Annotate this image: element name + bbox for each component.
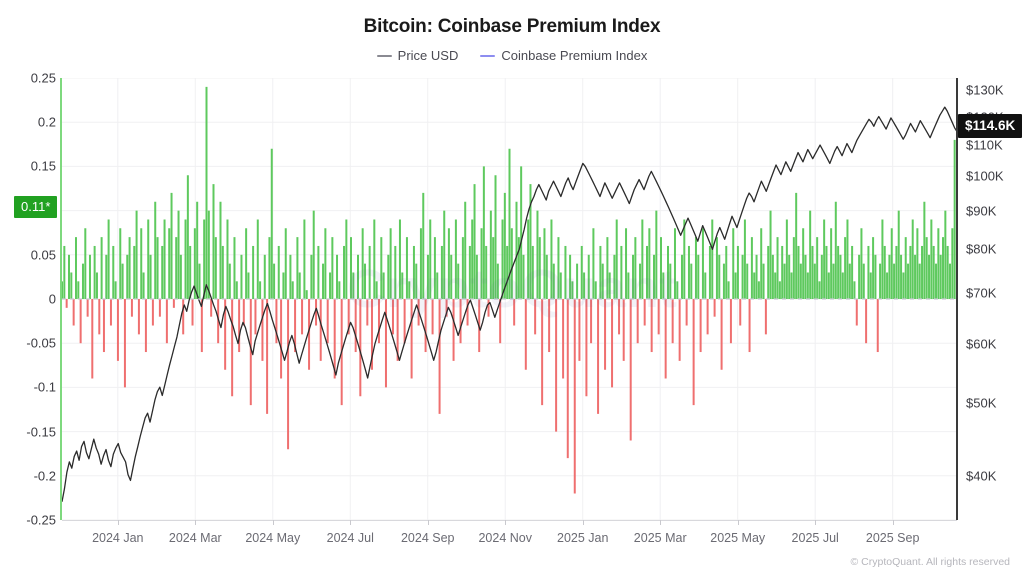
x-axis-line <box>62 520 957 521</box>
left-axis-line <box>60 78 62 520</box>
x-axis-tick-label: 2024 Jan <box>92 531 144 545</box>
right-axis-tick-label: $80K <box>966 241 997 257</box>
right-axis-ticks: $130K$120K$110K$100K$90K$80K$70K$60K$50K… <box>966 0 1024 576</box>
left-axis-tick-label: 0 <box>48 291 56 307</box>
x-axis-tick-mark <box>737 520 739 525</box>
x-axis-tick-mark <box>582 520 584 525</box>
chart-legend: Price USD Coinbase Premium Index <box>0 48 1024 63</box>
x-axis-tick-mark <box>350 520 352 525</box>
x-axis-tick-mark <box>427 520 429 525</box>
copyright-credit: © CryptoQuant. All rights reserved <box>850 556 1010 568</box>
page-title: Bitcoin: Coinbase Premium Index <box>363 16 661 37</box>
left-axis-tick-label: 0.15 <box>30 158 56 174</box>
x-axis-tick-label: 2024 May <box>245 531 301 545</box>
x-axis-tick-mark <box>660 520 662 525</box>
right-axis-tick-label: $60K <box>966 336 997 352</box>
legend-swatch-price-usd <box>376 54 392 57</box>
left-axis-ticks: 0.250.20.150.10.050-0.05-0.1-0.15-0.2-0.… <box>0 0 56 576</box>
left-axis-tick-label: -0.1 <box>33 379 56 395</box>
legend-label-coinbase-premium-index: Coinbase Premium Index <box>501 48 648 63</box>
right-axis-tick-label: $70K <box>966 285 997 301</box>
right-axis-tick-label: $50K <box>966 395 997 411</box>
x-axis-tick-label: 2025 Jan <box>557 531 609 545</box>
right-axis-tick-label: $130K <box>966 82 1004 98</box>
status-badge-price-value: $114.6K <box>958 114 1023 138</box>
legend-label-price-usd: Price USD <box>397 48 459 63</box>
plot-area[interactable] <box>62 78 957 520</box>
legend-item-coinbase-premium-index[interactable]: Coinbase Premium Index <box>480 48 647 63</box>
x-axis-tick-label: 2025 Jul <box>791 531 839 545</box>
x-axis-tick-label: 2025 May <box>710 531 766 545</box>
chart-canvas <box>62 78 957 520</box>
x-axis-tick-mark <box>117 520 119 525</box>
x-axis-tick-mark <box>815 520 817 525</box>
x-axis-tick-label: 2024 Mar <box>168 531 222 545</box>
left-axis-tick-label: 0.05 <box>30 247 56 263</box>
left-axis-tick-label: -0.2 <box>33 468 56 484</box>
x-axis-tick-mark <box>892 520 894 525</box>
series-paths <box>62 86 957 502</box>
x-axis-tick-mark <box>272 520 274 525</box>
left-axis-tick-label: -0.25 <box>26 512 56 528</box>
x-axis-tick-label: 2025 Sep <box>865 531 920 545</box>
x-axis-tick-mark <box>505 520 507 525</box>
legend-item-price-usd[interactable]: Price USD <box>376 48 459 63</box>
right-axis-tick-label: $90K <box>966 203 997 219</box>
left-axis-tick-label: 0.2 <box>37 114 56 130</box>
price-line-path <box>62 106 957 502</box>
x-axis-tick-mark <box>195 520 197 525</box>
x-axis-tick-label: 2025 Mar <box>633 531 687 545</box>
x-axis-tick-label: 2024 Nov <box>478 531 532 545</box>
left-axis-tick-label: 0.25 <box>30 70 56 86</box>
right-axis-tick-label: $40K <box>966 468 997 484</box>
x-axis-tick-label: 2024 Sep <box>400 531 455 545</box>
right-axis-tick-label: $110K <box>966 137 1003 153</box>
right-axis-line <box>956 78 958 520</box>
right-axis-tick-label: $100K <box>966 168 1004 184</box>
left-axis-tick-label: -0.15 <box>26 424 56 440</box>
status-badge-premium-value: 0.11* <box>14 196 58 218</box>
left-axis-tick-label: -0.05 <box>26 335 56 351</box>
legend-swatch-coinbase-premium-index <box>480 54 496 57</box>
x-axis-tick-label: 2024 Jul <box>326 531 374 545</box>
